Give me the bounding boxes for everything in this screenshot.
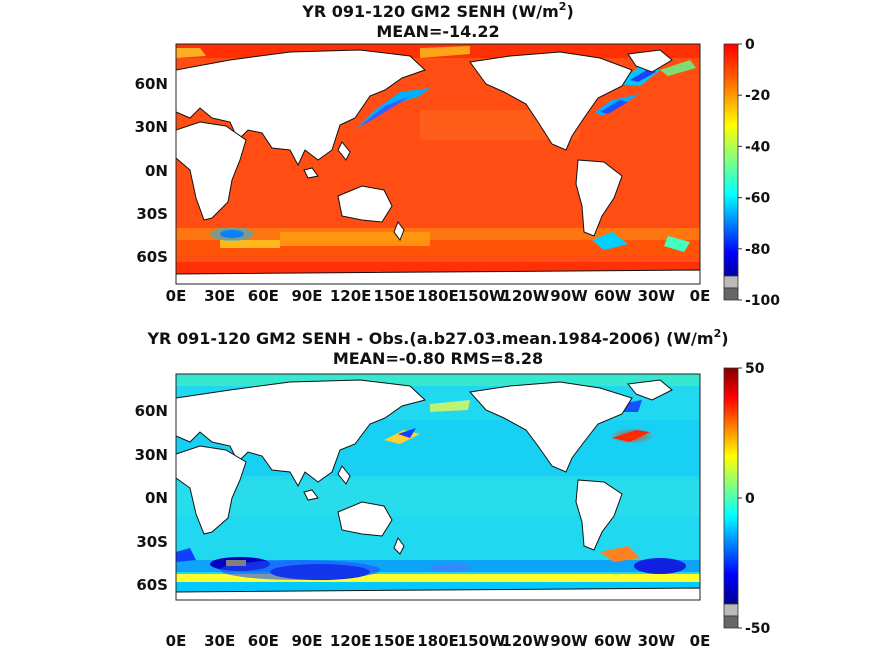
colorbar-tick-label: -40 (745, 139, 771, 155)
y-tick-label: 30S (136, 205, 168, 223)
chart-title: YR 091-120 GM2 SENH - Obs.(a.b27.03.mean… (146, 327, 728, 348)
y-tick-label: 60N (135, 75, 168, 93)
x-tick-label: 0E (166, 632, 187, 650)
y-tick-label: 0N (145, 489, 168, 507)
continents (176, 379, 700, 600)
x-tick-label: 180E (417, 632, 459, 650)
y-tick-label: 30N (135, 446, 168, 464)
colorbar-tick-label: -20 (745, 88, 771, 104)
colorbar-tick-label: 0 (745, 37, 755, 53)
colorbar-tick-label: -100 (745, 293, 780, 309)
chart-title: YR 091-120 GM2 SENH (W/m2) (301, 0, 574, 21)
colorbar-tick-label: -80 (745, 242, 771, 258)
x-tick-label: 0E (166, 287, 187, 305)
x-tick-label: 90E (291, 287, 322, 305)
colorbar-tick-label: -60 (745, 191, 771, 207)
y-tick-label: 30S (136, 533, 168, 551)
colorbar-bottom: 50 0 -50 (723, 361, 771, 637)
x-tick-label: 90W (550, 632, 588, 650)
colorbar-tick-label: 0 (745, 491, 755, 507)
x-tick-label: 30W (638, 632, 676, 650)
continents (176, 49, 700, 284)
x-tick-label: 60W (594, 632, 632, 650)
y-tick-label: 60S (136, 248, 168, 266)
x-tick-label: 120E (330, 287, 372, 305)
x-tick-label: 150W (458, 632, 506, 650)
x-tick-label: 120W (501, 287, 549, 305)
x-tick-label: 60E (248, 632, 279, 650)
x-tick-label: 150E (374, 287, 416, 305)
x-tick-label: 30W (638, 287, 676, 305)
colorbar-top: 0 -20 -40 -60 -80 -100 (723, 37, 780, 309)
x-tick-label: 60E (248, 287, 279, 305)
y-tick-label: 30N (135, 118, 168, 136)
y-tick-label: 60N (135, 402, 168, 420)
colorbar-tick-label: 50 (745, 361, 765, 377)
x-tick-label: 30E (204, 287, 235, 305)
x-tick-label: 90E (291, 632, 322, 650)
y-tick-labels: 60N 30N 0N 30S 60S (135, 402, 168, 594)
x-tick-label: 150E (374, 632, 416, 650)
x-tick-label: 180E (417, 287, 459, 305)
y-tick-labels: 60N 30N 0N 30S 60S (135, 75, 168, 266)
x-tick-label: 120E (330, 632, 372, 650)
x-tick-label: 90W (550, 287, 588, 305)
x-tick-label: 120W (501, 632, 549, 650)
x-tick-label: 60W (594, 287, 632, 305)
colorbar-tick-label: -50 (745, 621, 771, 637)
x-tick-label: 0E (690, 632, 711, 650)
chart-subtitle: MEAN=-14.22 (376, 22, 499, 41)
x-tick-label: 0E (690, 287, 711, 305)
panel-bottom: YR 091-120 GM2 SENH - Obs.(a.b27.03.mean… (135, 327, 771, 650)
panel-top: YR 091-120 GM2 SENH (W/m2) MEAN=-14.22 (135, 0, 781, 309)
x-tick-label: 150W (458, 287, 506, 305)
chart-subtitle: MEAN=-0.80 RMS=8.28 (333, 349, 543, 368)
x-tick-label: 30E (204, 632, 235, 650)
y-tick-label: 0N (145, 162, 168, 180)
y-tick-label: 60S (136, 576, 168, 594)
